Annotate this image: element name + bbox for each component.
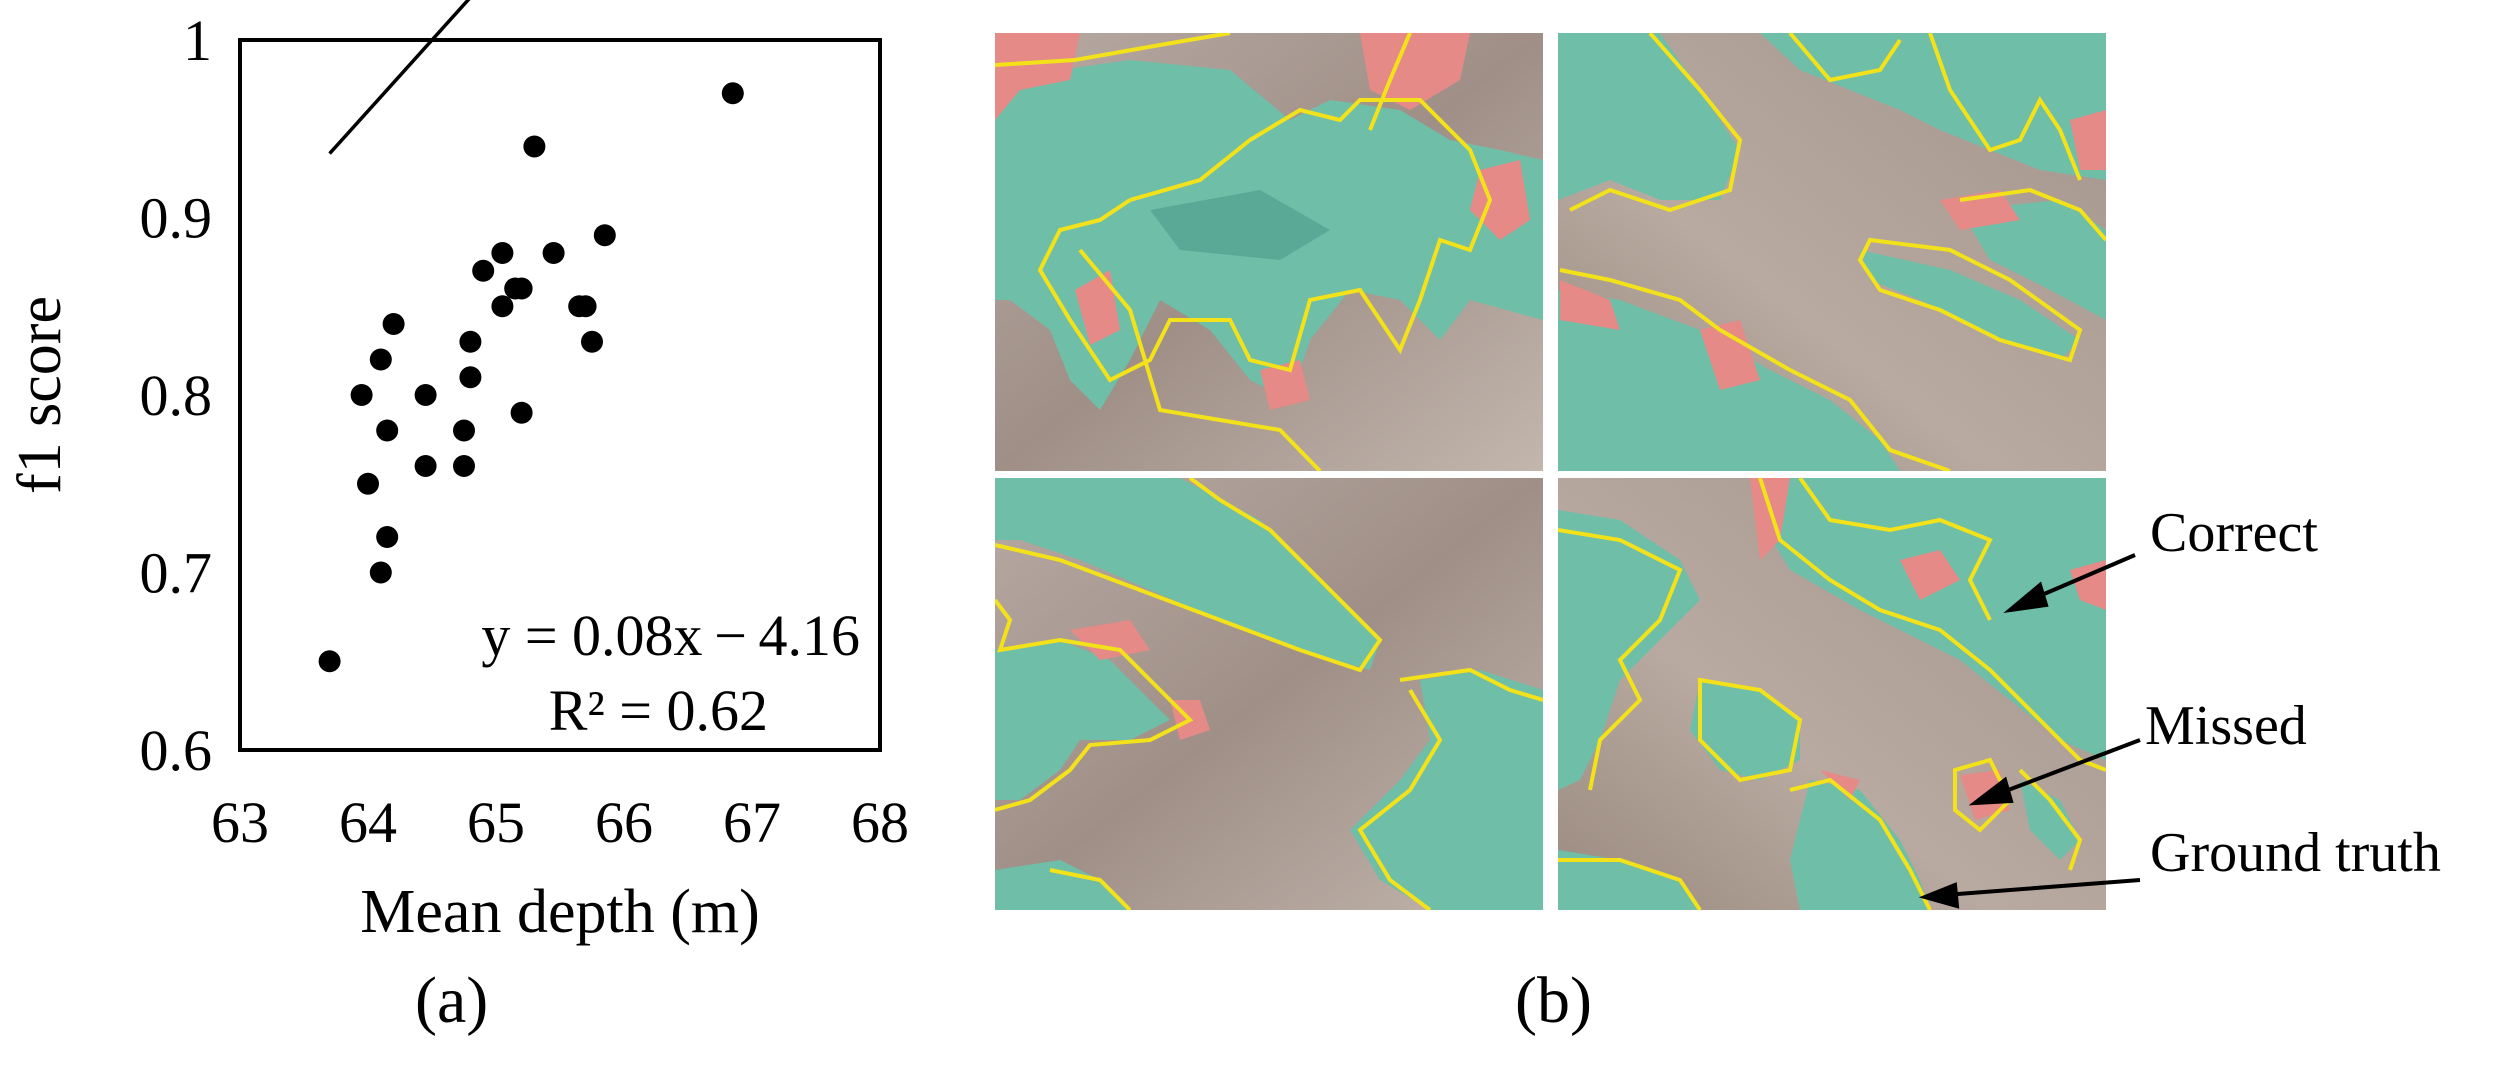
data-point-21: [542, 242, 565, 264]
y-tick-labels: 0.6 0.7 0.8 0.9 1: [140, 8, 213, 783]
data-point-0: [318, 650, 341, 673]
x-tick-label-4: 67: [723, 790, 781, 855]
trendline: [328, 0, 471, 155]
x-tick-label-0: 63: [211, 790, 269, 855]
data-point-4: [369, 561, 392, 584]
arrow-ground-truth: [1944, 878, 2141, 897]
data-point-15: [491, 242, 514, 264]
data-point-25: [593, 224, 616, 247]
scatter-chart: 0.6 0.7 0.8 0.9 1 63 64 65 66 67 68 Mean depth (m…: [6, 0, 909, 946]
data-point-19: [510, 401, 533, 424]
data-point-3: [369, 348, 392, 371]
data-point-11: [453, 455, 475, 477]
data-point-1: [350, 384, 373, 406]
y-tick-label-0: 0.6: [140, 718, 213, 783]
data-point-20: [523, 135, 546, 158]
data-point-6: [376, 526, 399, 548]
data-point-13: [459, 330, 482, 353]
x-tick-label-2: 65: [467, 790, 525, 855]
y-tick-label-4: 1: [183, 8, 212, 73]
data-point-2: [357, 472, 379, 495]
y-tick-label-2: 0.8: [140, 363, 213, 428]
image-tile-4: [1558, 478, 2106, 910]
data-point-12: [459, 366, 482, 389]
x-tick-labels: 63 64 65 66 67 68: [211, 790, 909, 855]
y-tick-label-3: 0.9: [140, 186, 213, 251]
annotation-arrows: [1918, 553, 2141, 909]
x-tick-label-5: 68: [851, 790, 909, 855]
data-point-8: [414, 384, 437, 406]
panel-label-a: (a): [415, 964, 489, 1037]
label-missed: Missed: [2145, 695, 2307, 757]
image-tile-3: [995, 478, 1543, 910]
equation-annotation: y = 0.08x − 4.16: [481, 603, 860, 668]
data-point-16: [491, 295, 514, 318]
panel-label-b: (b): [1515, 964, 1592, 1037]
image-tile-2: [1558, 33, 2106, 471]
plot-frame: [238, 38, 882, 752]
x-tick-label-3: 66: [595, 790, 653, 855]
y-axis-label: f1 score: [6, 296, 74, 494]
data-point-23: [574, 295, 597, 318]
y-tick-label-1: 0.7: [140, 541, 213, 606]
arrow-missed: [1994, 738, 2141, 797]
trendline-line: [328, 0, 471, 155]
data-point-18: [510, 277, 533, 300]
image-tile-1: [995, 33, 1543, 471]
data-point-14: [472, 259, 495, 282]
label-correct: Correct: [2150, 502, 2318, 564]
arrow-correct: [2029, 553, 2136, 602]
label-ground-truth: Ground truth: [2150, 822, 2441, 884]
data-point-10: [453, 419, 475, 442]
x-axis-label: Mean depth (m): [360, 878, 759, 946]
data-point-26: [721, 82, 744, 105]
data-point-7: [382, 313, 405, 335]
x-tick-label-1: 64: [339, 790, 397, 855]
data-point-24: [581, 330, 603, 353]
data-point-9: [414, 455, 437, 477]
r-squared-annotation: R² = 0.62: [549, 678, 768, 743]
data-point-5: [376, 419, 399, 442]
data-points: [318, 82, 744, 673]
